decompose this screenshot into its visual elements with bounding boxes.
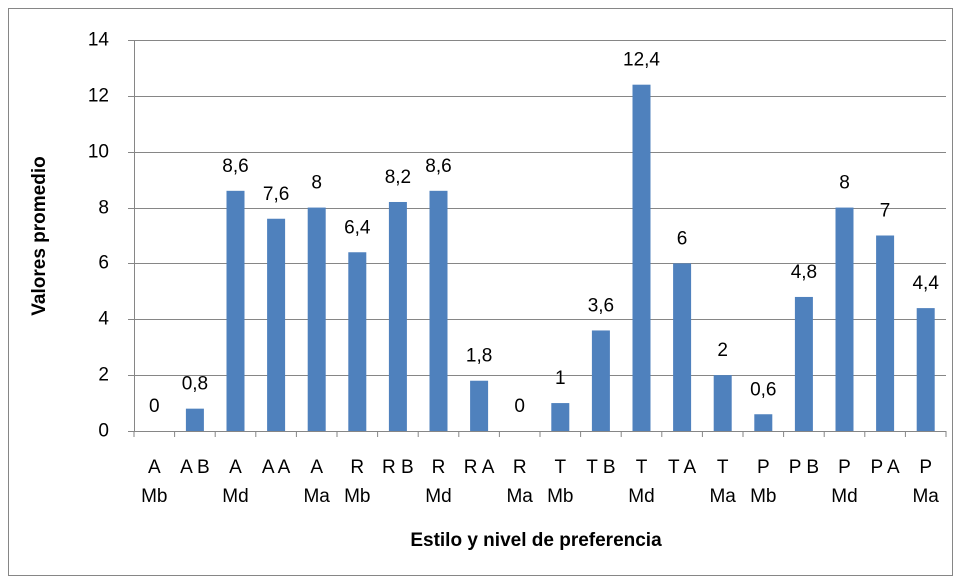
x-tick-label-line: Ma bbox=[303, 486, 330, 507]
x-tick-label: A Mb bbox=[141, 457, 167, 507]
y-tick-label: 4 bbox=[98, 309, 109, 330]
data-label: 8,6 bbox=[425, 156, 451, 177]
data-label: 8 bbox=[311, 173, 322, 194]
x-tick-label: P Ma bbox=[912, 457, 939, 507]
x-tick-label: T Md bbox=[628, 457, 654, 507]
bar bbox=[673, 263, 692, 431]
x-tick-label: R Ma bbox=[506, 457, 533, 507]
x-tick-label: P Md bbox=[831, 457, 857, 507]
y-tick-label: 2 bbox=[98, 365, 109, 386]
x-tick-label-line: T bbox=[717, 457, 729, 478]
x-tick-label-line: Mb bbox=[344, 486, 370, 507]
data-label: 12,4 bbox=[623, 50, 660, 71]
y-tick-label: 14 bbox=[88, 30, 110, 51]
y-axis-title: Valores promedio bbox=[29, 156, 50, 315]
x-tick-label-line: R bbox=[350, 457, 364, 478]
bar bbox=[226, 190, 245, 431]
data-label: 6,4 bbox=[344, 217, 371, 238]
bar bbox=[713, 375, 732, 431]
x-tick-label: A Ma bbox=[303, 457, 330, 507]
bar bbox=[388, 201, 407, 431]
x-tick-label: A A bbox=[262, 457, 291, 478]
bar bbox=[307, 207, 326, 431]
bar bbox=[429, 190, 448, 431]
y-tick-label: 6 bbox=[98, 253, 109, 274]
data-label: 0,6 bbox=[750, 379, 776, 400]
x-tick-label-line: Md bbox=[628, 486, 654, 507]
x-tick-label: A Md bbox=[222, 457, 248, 507]
data-label: 0 bbox=[149, 396, 160, 417]
x-tick-label: A B bbox=[180, 457, 210, 478]
x-tick-label: R Md bbox=[425, 457, 451, 507]
data-label: 8,2 bbox=[385, 167, 411, 188]
data-label: 4,4 bbox=[912, 273, 939, 294]
x-tick-label-line: Ma bbox=[709, 486, 736, 507]
x-tick-label-line: Md bbox=[222, 486, 248, 507]
x-tick-label-line: T bbox=[554, 457, 566, 478]
data-label: 7 bbox=[880, 201, 891, 222]
x-tick-label-line: P bbox=[838, 457, 851, 478]
y-tick-label: 10 bbox=[88, 142, 109, 163]
data-label: 3,6 bbox=[588, 295, 614, 316]
x-tick-label: R A bbox=[464, 457, 495, 478]
x-tick-label-line: P bbox=[919, 457, 932, 478]
x-tick-label-line: A bbox=[310, 457, 323, 478]
data-label: 1 bbox=[555, 368, 566, 389]
x-tick-label: P B bbox=[789, 457, 819, 478]
x-tick-label: P Mb bbox=[750, 457, 776, 507]
x-tick-label-line: Md bbox=[831, 486, 857, 507]
x-tick-label-line: Md bbox=[425, 486, 451, 507]
x-tick-label-line: T bbox=[636, 457, 648, 478]
x-tick-label-line: Ma bbox=[912, 486, 939, 507]
y-tick-label: 12 bbox=[88, 86, 109, 107]
data-label: 0 bbox=[514, 396, 525, 417]
x-tick-label: R Mb bbox=[344, 457, 370, 507]
x-tick-label-line: Mb bbox=[750, 486, 776, 507]
x-tick-label-line: A bbox=[148, 457, 161, 478]
x-tick-label: T Ma bbox=[709, 457, 736, 507]
bar bbox=[591, 330, 610, 431]
bar bbox=[835, 207, 854, 431]
data-label: 7,6 bbox=[263, 184, 289, 205]
x-tick-label: T Mb bbox=[547, 457, 573, 507]
x-tick-label-line: P bbox=[757, 457, 770, 478]
data-label: 1,8 bbox=[466, 346, 492, 367]
bar bbox=[916, 308, 935, 431]
data-label: 2 bbox=[717, 340, 728, 361]
x-axis-title: Estilo y nivel de preferencia bbox=[410, 530, 662, 551]
x-tick-label-line: Ma bbox=[506, 486, 533, 507]
bar bbox=[267, 218, 286, 431]
x-tick-label: T B bbox=[586, 457, 615, 478]
x-tick-label: R B bbox=[382, 457, 414, 478]
data-label: 0,8 bbox=[182, 374, 208, 395]
x-tick-label-line: R bbox=[513, 457, 527, 478]
bar bbox=[754, 414, 773, 431]
bar bbox=[876, 235, 895, 431]
chart-frame bbox=[8, 8, 953, 576]
x-tick-label: T A bbox=[668, 457, 696, 478]
y-tick-label: 0 bbox=[98, 421, 109, 442]
data-label: 8,6 bbox=[222, 156, 248, 177]
y-tick-label: 8 bbox=[98, 198, 109, 219]
bar bbox=[348, 252, 367, 431]
x-tick-label-line: Mb bbox=[141, 486, 167, 507]
bar bbox=[185, 408, 204, 431]
bar bbox=[794, 296, 813, 431]
x-tick-label-line: R bbox=[432, 457, 446, 478]
bar bbox=[551, 403, 570, 431]
x-tick-label: P A bbox=[870, 457, 900, 478]
data-label: 8 bbox=[839, 173, 850, 194]
bar bbox=[632, 84, 651, 431]
x-tick-label-line: Mb bbox=[547, 486, 573, 507]
x-tick-label-line: A bbox=[229, 457, 242, 478]
data-label: 6 bbox=[677, 228, 688, 249]
data-label: 4,8 bbox=[791, 262, 817, 283]
bar bbox=[470, 380, 489, 431]
